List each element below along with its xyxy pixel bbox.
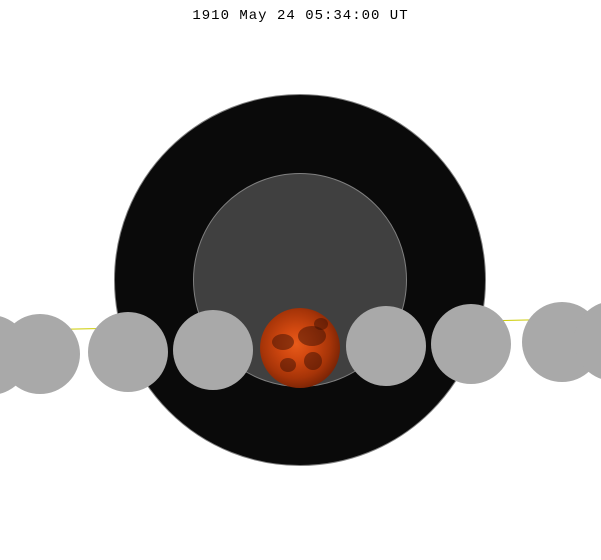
moon-position (0, 314, 80, 394)
mare-patch (280, 358, 296, 372)
mare-patch (272, 334, 294, 350)
moon-position (346, 306, 426, 386)
moon-position (173, 310, 253, 390)
moon-surface (260, 308, 340, 388)
diagram-title: 1910 May 24 05:34:00 UT (0, 8, 601, 24)
moon-position (88, 312, 168, 392)
eclipse-diagram: 1910 May 24 05:34:00 UT (0, 0, 601, 560)
mare-patch (314, 318, 328, 330)
mare-patch (304, 352, 322, 370)
moon-position (431, 304, 511, 384)
eclipsed-moon (260, 308, 340, 388)
